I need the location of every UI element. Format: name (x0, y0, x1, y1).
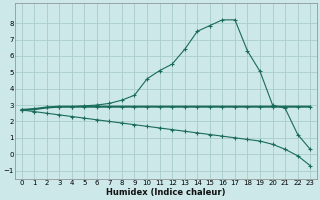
X-axis label: Humidex (Indice chaleur): Humidex (Indice chaleur) (106, 188, 226, 197)
